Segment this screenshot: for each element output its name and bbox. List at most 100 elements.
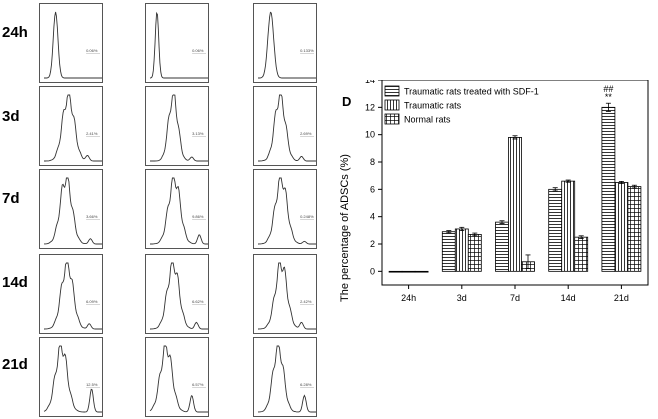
histogram-panel: 2.69% xyxy=(253,86,317,166)
histogram-panel: 2.41% xyxy=(39,86,103,166)
histogram-curve xyxy=(44,262,102,330)
histogram-curve xyxy=(44,177,102,245)
histogram-curve xyxy=(258,94,316,162)
x-tick-label: 7d xyxy=(510,293,520,303)
y-tick-label: 8 xyxy=(370,157,375,167)
gate-percentage: 0.06% xyxy=(86,48,98,53)
gate-percentage: 2.69% xyxy=(300,131,312,136)
bar xyxy=(614,182,629,272)
bar xyxy=(441,231,456,272)
gate-percentage: 3.13% xyxy=(192,131,204,136)
histogram-panel: 3.66% xyxy=(39,169,103,249)
x-tick-label: 3d xyxy=(457,293,467,303)
histogram-line xyxy=(257,345,316,413)
histogram-curve xyxy=(44,94,102,162)
histogram-line xyxy=(258,262,316,330)
histogram-grid: 24h3d7d14d21dABC0.06%0.06%0.133%2.41%3.1… xyxy=(0,0,325,419)
x-tick-label: 14d xyxy=(561,293,576,303)
bar xyxy=(548,188,563,272)
bar xyxy=(561,180,576,272)
gate-percentage: 0.06% xyxy=(192,48,204,53)
histogram-curve xyxy=(43,345,102,413)
bar xyxy=(454,228,469,272)
y-tick-label: 4 xyxy=(370,212,375,222)
row-label-3d: 3d xyxy=(2,108,20,125)
row-label-21d: 21d xyxy=(2,356,28,373)
histogram-line xyxy=(149,345,208,413)
gate-percentage: 2.42% xyxy=(300,299,312,304)
histogram-line xyxy=(258,177,316,245)
histogram-line xyxy=(44,11,102,79)
histogram-curve xyxy=(258,11,316,79)
gate-percentage: 3.66% xyxy=(86,214,98,219)
gate-percentage: 0.248% xyxy=(300,214,314,219)
gate-percentage: 9.86% xyxy=(192,214,204,219)
bar xyxy=(467,234,482,272)
row-label-24h: 24h xyxy=(2,24,28,41)
histogram-curve xyxy=(150,262,208,330)
gate-percentage: 12.5% xyxy=(86,382,98,387)
histogram-curve xyxy=(258,177,316,245)
histogram-panel: 3.13% xyxy=(145,86,209,166)
gate-percentage: 6.09% xyxy=(86,299,98,304)
chart-legend: Traumatic rats treated with SDF-1 Traumat… xyxy=(384,85,539,125)
bar xyxy=(508,137,522,272)
histogram-curve xyxy=(44,11,102,79)
histogram-panel: 12.5% xyxy=(39,337,103,417)
histogram-panel: 0.06% xyxy=(145,3,209,83)
row-label-14d: 14d xyxy=(2,274,28,291)
histogram-panel: 0.248% xyxy=(253,169,317,249)
bar-chart: D The percentage of ADSCs (%) 0 2 4 6 8 10 12 1… xyxy=(339,80,649,303)
histogram-curve xyxy=(150,94,208,162)
legend-label: Normal rats xyxy=(404,115,451,125)
y-tick-label: 6 xyxy=(370,184,375,194)
histogram-panel: 9.86% xyxy=(145,169,209,249)
bar xyxy=(627,186,642,272)
histogram-panel: 6.62% xyxy=(145,254,209,334)
y-tick-label: 14 xyxy=(365,80,375,85)
histogram-line xyxy=(258,11,316,79)
histogram-line xyxy=(44,262,102,330)
y-tick-label: 12 xyxy=(365,102,375,112)
legend-swatch xyxy=(384,99,400,111)
gate-percentage: 0.133% xyxy=(300,48,314,53)
bar xyxy=(601,106,616,272)
histogram-line xyxy=(258,94,316,162)
gate-percentage: 6.62% xyxy=(192,299,204,304)
chart-panel-label: D xyxy=(342,94,351,109)
legend-label: Traumatic rats treated with SDF-1 xyxy=(404,87,539,97)
significance-marker: ** xyxy=(605,92,613,102)
histogram-line xyxy=(44,177,102,245)
histogram-curve xyxy=(257,345,316,413)
gate-percentage: 2.41% xyxy=(86,131,98,136)
y-tick-label: 10 xyxy=(365,130,375,140)
x-tick-label: 24h xyxy=(401,293,416,303)
histogram-line xyxy=(43,345,102,413)
histogram-panel: 6.57% xyxy=(145,337,209,417)
histogram-curve xyxy=(150,177,208,245)
histogram-line xyxy=(150,262,208,330)
bar xyxy=(574,236,589,272)
x-tick-label: 21d xyxy=(614,293,629,303)
y-tick-label: 0 xyxy=(370,266,375,276)
histogram-panel: 0.06% xyxy=(39,3,103,83)
histogram-panel: 2.42% xyxy=(253,254,317,334)
histogram-panel: 6.28% xyxy=(253,337,317,417)
bar xyxy=(495,221,509,272)
bar xyxy=(401,270,416,273)
y-tick-label: 2 xyxy=(370,239,375,249)
y-axis-label: The percentage of ADSCs (%) xyxy=(339,154,351,302)
histogram-curve xyxy=(149,11,208,79)
histogram-panel: 6.09% xyxy=(39,254,103,334)
histogram-curve xyxy=(258,262,316,330)
row-label-7d: 7d xyxy=(2,190,20,207)
histogram-line xyxy=(150,177,208,245)
legend-swatch xyxy=(384,113,400,125)
significance-marker: ## xyxy=(603,84,613,94)
bar xyxy=(414,270,429,273)
chart-plot: 0 2 4 6 8 10 12 14 24h 3d 7d 14d 21d **## xyxy=(365,80,649,303)
histogram-line xyxy=(150,94,208,162)
legend-swatch xyxy=(384,85,400,97)
histogram-panel: 0.133% xyxy=(253,3,317,83)
legend-label: Traumatic rats xyxy=(404,101,462,111)
